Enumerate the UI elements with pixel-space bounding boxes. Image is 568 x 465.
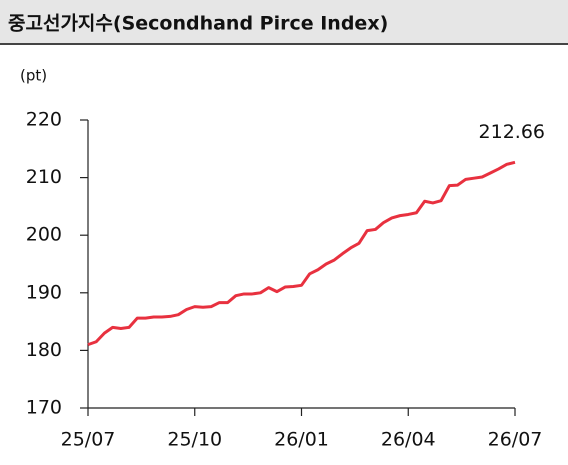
y-tick-label: 170	[26, 397, 62, 419]
data-line	[87, 160, 516, 347]
x-tick-label: 26/07	[488, 429, 543, 451]
y-tick-label: 210	[26, 166, 62, 188]
y-tick-label: 190	[26, 281, 62, 303]
y-tick-label: 180	[26, 339, 62, 361]
data-label: 212.66	[479, 121, 545, 143]
chart-title: 중고선가지수(Secondhand Pirce Index)	[8, 13, 388, 35]
y-tick-label: 200	[26, 224, 62, 246]
x-tick-label: 25/07	[61, 429, 116, 451]
x-tick-label: 26/01	[274, 429, 329, 451]
x-tick-label: 25/10	[167, 429, 222, 451]
y-axis-label: (pt)	[20, 67, 47, 85]
x-tick-label: 26/04	[381, 429, 436, 451]
title-bar	[0, 0, 568, 44]
y-tick-label: 220	[26, 109, 62, 131]
